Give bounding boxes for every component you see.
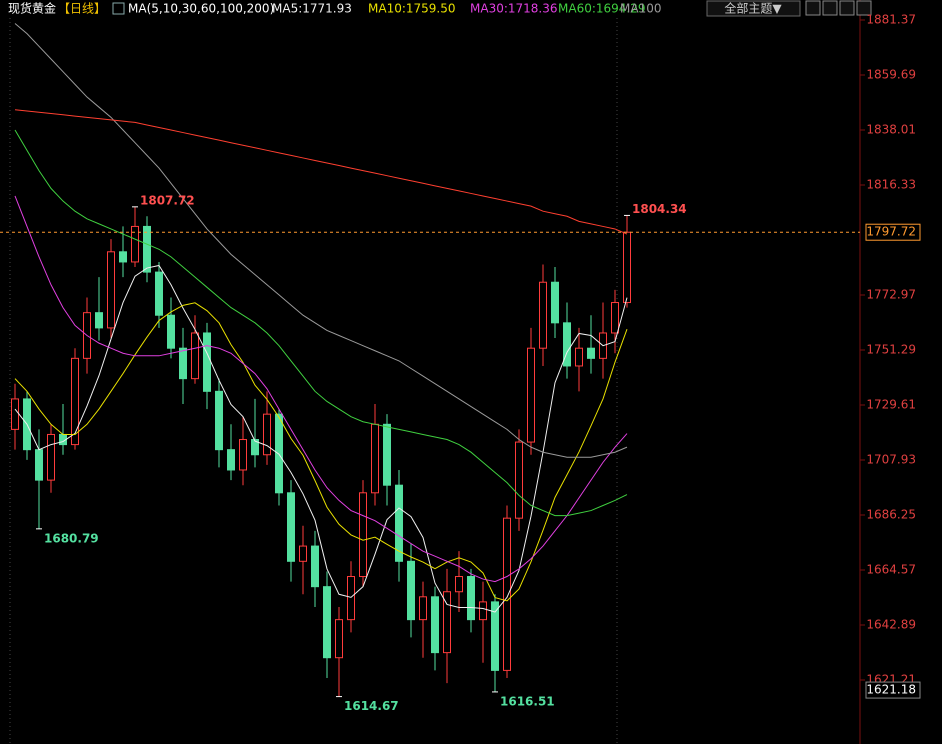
candle-body bbox=[467, 576, 475, 621]
candle-body bbox=[179, 347, 187, 380]
theme-menu[interactable] bbox=[706, 0, 801, 17]
last-price-box bbox=[865, 223, 921, 241]
candle-body bbox=[551, 281, 559, 324]
candle-body bbox=[575, 347, 583, 367]
candle-body bbox=[359, 492, 367, 578]
candle-body bbox=[11, 398, 19, 430]
tool-button[interactable] bbox=[839, 0, 855, 16]
y-tick-label: 1707.93 bbox=[866, 453, 916, 467]
ma-line bbox=[14, 302, 628, 602]
annotation: 1807.72 bbox=[140, 193, 195, 207]
last-price-label: 1797.72 bbox=[866, 225, 916, 239]
candle-body bbox=[107, 251, 115, 329]
candle-body bbox=[71, 357, 79, 446]
annotation: 1804.34 bbox=[632, 202, 687, 216]
y-tick-label: 1642.89 bbox=[866, 618, 916, 632]
y-tick-label: 1838.01 bbox=[866, 123, 916, 137]
candle-body bbox=[323, 586, 331, 659]
y-tick-label: 1816.33 bbox=[866, 178, 916, 192]
legend-entry: MA10:1759.50 bbox=[368, 2, 456, 16]
candle-body bbox=[419, 596, 427, 621]
theme-menu-label: 全部主题▼ bbox=[724, 1, 782, 16]
candle-body bbox=[35, 449, 43, 481]
ma-line bbox=[14, 109, 628, 235]
candle-body bbox=[263, 413, 271, 456]
candle-body bbox=[491, 601, 499, 671]
candle-body bbox=[311, 545, 319, 588]
candle-body bbox=[443, 591, 451, 654]
candle-body bbox=[287, 492, 295, 562]
tool-button[interactable] bbox=[805, 0, 821, 16]
candle-body bbox=[119, 251, 127, 263]
ma-line bbox=[14, 129, 628, 517]
annotation: 1614.67 bbox=[344, 699, 399, 713]
y-tick-label: 1729.61 bbox=[866, 398, 916, 412]
candle-body bbox=[479, 601, 487, 621]
candle-body bbox=[299, 545, 307, 562]
candle-body bbox=[623, 231, 631, 304]
candle-body bbox=[167, 314, 175, 349]
candle-body bbox=[143, 225, 151, 273]
y-tick-label: 1664.57 bbox=[866, 563, 916, 577]
cursor-price-box bbox=[865, 681, 921, 699]
tool-button[interactable] bbox=[822, 0, 838, 16]
legend-entry: MA60:1694.29 bbox=[558, 2, 646, 16]
candle-body bbox=[275, 413, 283, 494]
candle-body bbox=[539, 281, 547, 349]
candle-body bbox=[215, 390, 223, 451]
ma-line bbox=[14, 23, 628, 458]
candle-body bbox=[251, 439, 259, 456]
candle-body bbox=[239, 439, 247, 471]
annotation: 1616.51 bbox=[500, 694, 555, 708]
chart-title: 现货黄金 bbox=[8, 1, 56, 16]
y-tick-label: 1686.25 bbox=[866, 508, 916, 522]
candle-body bbox=[503, 517, 511, 671]
candle-body bbox=[95, 312, 103, 329]
candle-body bbox=[383, 423, 391, 486]
candle-body bbox=[371, 423, 379, 494]
candle-body bbox=[611, 302, 619, 334]
candle-body bbox=[563, 322, 571, 367]
period: 【日线】 bbox=[58, 2, 106, 16]
cursor-price-label: 1621.18 bbox=[866, 683, 916, 697]
candle-body bbox=[131, 225, 139, 263]
candle-body bbox=[431, 596, 439, 654]
candle-body bbox=[347, 576, 355, 621]
candle-body bbox=[155, 271, 163, 316]
candle-body bbox=[191, 332, 199, 380]
annotation: 1680.79 bbox=[44, 531, 99, 545]
ma-line bbox=[14, 264, 628, 613]
ma-icon[interactable] bbox=[112, 2, 125, 15]
ma-label: MA(5,10,30,60,100,200) bbox=[128, 2, 274, 16]
candle-body bbox=[335, 619, 343, 659]
candle-body bbox=[203, 332, 211, 392]
candle-body bbox=[515, 441, 523, 519]
y-tick-label: 1772.97 bbox=[866, 288, 916, 302]
candle-body bbox=[227, 449, 235, 471]
y-tick-label: 1859.69 bbox=[866, 68, 916, 82]
legend-entry: MA100 bbox=[620, 2, 661, 16]
candle-body bbox=[395, 484, 403, 562]
y-tick-label: 1751.29 bbox=[866, 343, 916, 357]
candle-body bbox=[47, 433, 55, 481]
y-tick-label: 1881.37 bbox=[866, 13, 916, 27]
candle-body bbox=[527, 347, 535, 443]
legend-entry: MA5:1771.93 bbox=[272, 2, 352, 16]
candle-body bbox=[407, 560, 415, 621]
tool-button[interactable] bbox=[856, 0, 872, 16]
ma-line bbox=[14, 195, 628, 583]
legend-entry: MA30:1718.36 bbox=[470, 2, 558, 16]
candle-body bbox=[587, 347, 595, 359]
candle-body bbox=[455, 576, 463, 593]
